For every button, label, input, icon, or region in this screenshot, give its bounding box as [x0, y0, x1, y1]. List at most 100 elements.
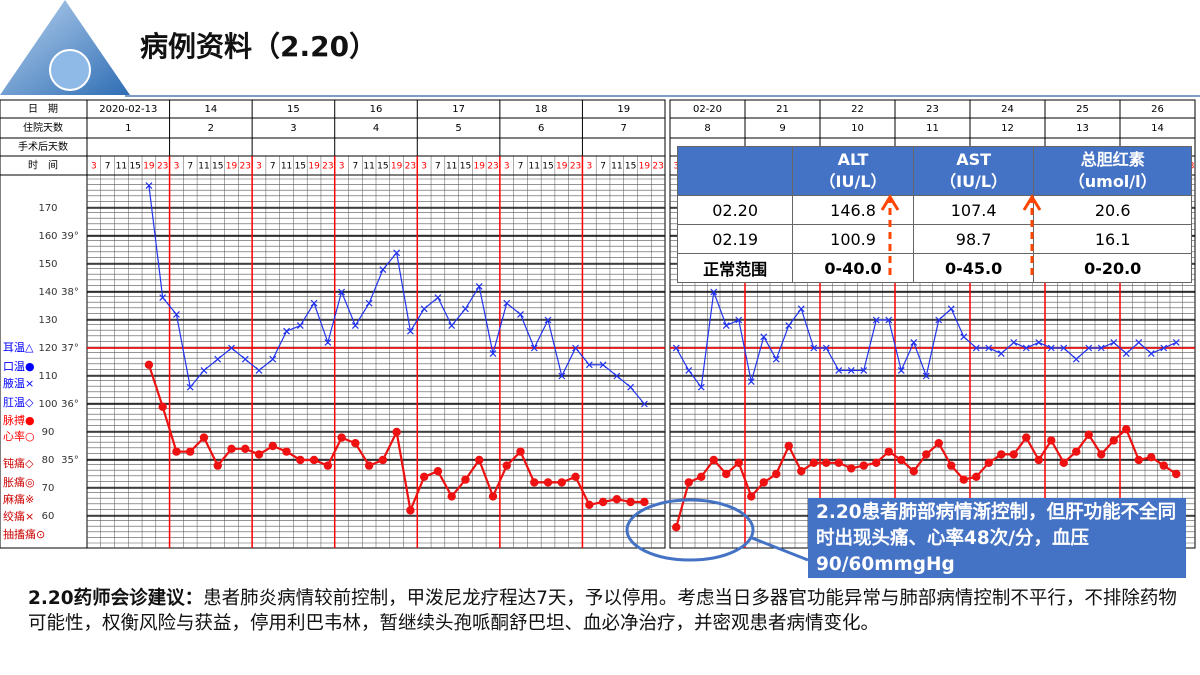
temp-tick-label: 35°: [61, 455, 79, 466]
time-slot: 7: [270, 162, 276, 172]
pulse-point: [502, 461, 511, 470]
temp-point: [214, 355, 222, 363]
column-name: 总胆红素: [1080, 150, 1145, 169]
temp-point: [935, 316, 943, 324]
time-slot: 11: [281, 162, 292, 172]
temp-point: [1097, 344, 1105, 352]
hospital-day: 7: [621, 123, 627, 134]
pulse-point: [972, 472, 981, 481]
temp-point: [1010, 338, 1018, 346]
pulse-point: [433, 467, 443, 476]
time-slot: 7: [105, 162, 111, 172]
temp-point: [897, 366, 905, 374]
legend-item: 钝痛◇: [3, 456, 34, 470]
time-slot: 23: [405, 162, 416, 172]
time-slot: 3: [673, 162, 679, 172]
temp-point: [710, 288, 718, 296]
pulse-point: [309, 455, 319, 465]
temp-point: [338, 288, 346, 296]
temp-point: [1147, 350, 1155, 358]
table-row: 02.20 146.8 107.4 20.6: [676, 195, 1192, 225]
pulse-point: [822, 458, 831, 467]
pulse-point: [759, 478, 768, 487]
time-slot: 19: [226, 162, 238, 172]
pulse-point: [268, 441, 277, 451]
temp-point: [772, 355, 780, 363]
time-slot: 19: [473, 162, 485, 172]
pulse-point: [672, 523, 681, 532]
pulse-point: [997, 450, 1006, 459]
pulse-point: [571, 472, 580, 481]
legend-item: 脉搏●: [3, 413, 35, 427]
time-slot: 11: [611, 162, 622, 172]
temp-point: [1160, 344, 1168, 352]
time-slot: 19: [556, 162, 568, 172]
pulse-tick-label: 110: [38, 371, 57, 382]
pulse-point: [1172, 469, 1181, 479]
pulse-point: [709, 455, 718, 465]
temp-point: [420, 305, 428, 313]
logo-image: [49, 49, 91, 91]
pulse-point: [626, 497, 635, 507]
row-label: 时 间: [28, 159, 58, 172]
temp-point: [1110, 338, 1118, 346]
time-slot: 11: [198, 162, 209, 172]
temp-point: [722, 322, 730, 330]
pulse-point: [772, 469, 781, 479]
date: 02-20: [693, 104, 722, 115]
temp-point: [462, 305, 469, 313]
temp-point: [997, 350, 1005, 358]
row-label: 日 期: [28, 103, 58, 115]
hospital-day: 5: [455, 123, 461, 134]
temp-point: [351, 322, 359, 330]
column-name: ALT: [837, 150, 869, 169]
date: 21: [776, 104, 789, 115]
temp-point: [489, 350, 497, 358]
temp-point: [960, 333, 968, 341]
legend-item: 心率○: [3, 429, 35, 443]
pulse-point: [612, 495, 622, 504]
header-cell: 总胆红素 （umol/l）: [1033, 146, 1192, 196]
date: 25: [1076, 104, 1089, 115]
time-slot: 19: [639, 162, 651, 172]
time-slot: 23: [570, 162, 581, 172]
pulse-point: [530, 478, 539, 487]
hospital-day: 13: [1076, 123, 1089, 134]
header-row: ALT （IU/L） AST （IU/L） 总胆红素 （umol/l）: [676, 146, 1192, 196]
temp-point: [697, 383, 705, 391]
pulse-tick-label: 170: [38, 203, 57, 214]
pulse-point: [897, 455, 906, 465]
time-slot: 3: [586, 162, 592, 172]
pulse-point: [834, 458, 843, 467]
pulse-point: [847, 464, 856, 473]
time-slot: 23: [487, 162, 498, 172]
pulse-point: [1109, 436, 1118, 445]
pulse-point: [747, 492, 756, 501]
pulse-point: [784, 441, 793, 451]
time-slot: 11: [446, 162, 457, 172]
time-slot: 23: [322, 162, 333, 172]
pulse-point: [392, 427, 401, 437]
temp-point: [517, 310, 524, 318]
temp-tick-label: 36°: [61, 399, 79, 410]
logo: [0, 0, 130, 95]
time-slot: 23: [157, 162, 168, 172]
pulse-point: [543, 478, 553, 487]
pulse-tick-label: 150: [38, 259, 57, 270]
temp-point: [159, 294, 167, 302]
pulse-point: [323, 461, 333, 470]
temp-point: [503, 299, 511, 307]
temp-point: [1072, 355, 1080, 363]
pulse-point: [199, 433, 209, 442]
column-unit: （IU/L）: [940, 172, 1008, 191]
temp-point: [922, 372, 930, 380]
pulse-point: [984, 458, 993, 467]
pulse-point: [282, 447, 291, 456]
pulse-point: [959, 475, 968, 484]
temp-point: [822, 344, 830, 352]
temp-point: [255, 366, 263, 374]
header-cell: [676, 146, 794, 196]
temp-point: [910, 338, 918, 346]
